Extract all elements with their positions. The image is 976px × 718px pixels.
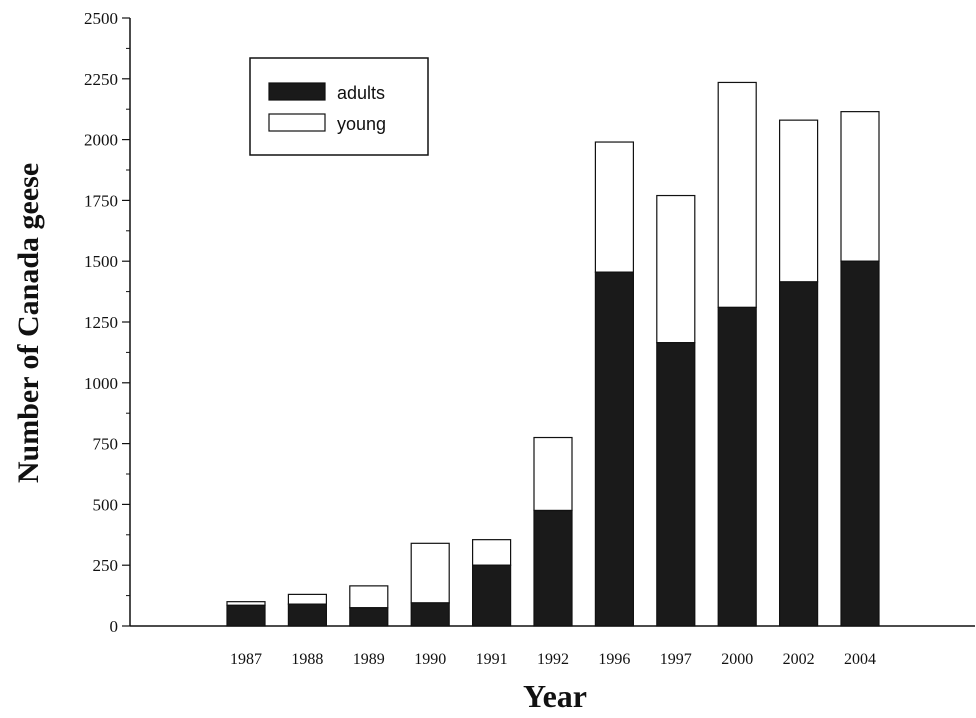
bar-young-1989 [349,585,389,609]
bar-young-1991 [472,539,512,566]
x-tick-label: 1987 [230,651,262,668]
bar-adults-1989 [349,607,389,627]
y-tick-label: 1750 [84,191,118,210]
bar-young-1996 [594,141,635,273]
y-axis-title: Number of Canada geese [12,163,45,483]
x-tick-label: 2000 [721,651,753,668]
legend-label-adults: adults [337,83,385,103]
x-tick-label: 1992 [537,651,569,668]
y-tick-label: 1250 [84,313,118,332]
legend-swatch-young [268,113,326,132]
legend: adults young [249,57,429,156]
y-tick-label: 0 [110,617,119,636]
bar-adults-2002 [778,281,819,627]
bar-adults-1991 [472,564,512,627]
bar-young-1997 [656,194,696,344]
x-axis: 1987 1988 1989 1990 1991 1992 1996 1997 2000 2002… [130,625,975,668]
bar-adults-1997 [656,342,696,627]
x-tick-label: 1991 [476,651,508,668]
legend-box [249,57,429,156]
x-tick-label: 1997 [660,651,692,668]
y-tick-label: 250 [93,556,119,575]
x-tick-label: 1988 [291,651,323,668]
bar-young-1990 [410,542,450,604]
bar-adults-1987 [226,604,266,627]
x-tick-label: 2004 [844,651,876,668]
y-tick-label: 2500 [84,9,118,28]
bar-adults-1996 [594,271,635,627]
y-tick-label: 2250 [84,70,118,89]
legend-label-young: young [337,114,386,134]
x-axis-title: Year [523,678,587,714]
x-tick-label: 1989 [353,651,385,668]
bar-young-1992 [533,436,573,512]
y-tick-label: 1500 [84,252,118,271]
y-tick-label: 1000 [84,374,118,393]
legend-swatch-adults [268,82,326,101]
bar-adults-1990 [410,602,450,627]
y-axis: 0 250 500 750 1000 1250 1500 1750 2000 2250 2500 [84,9,131,636]
x-tick-label: 2002 [783,651,815,668]
x-tick-label: 1990 [414,651,446,668]
bars [226,81,880,627]
bar-adults-1988 [287,603,327,627]
y-tick-label: 500 [93,495,119,514]
y-tick-label: 750 [93,435,119,454]
bar-adults-1992 [533,509,573,627]
bar-young-2004 [840,111,880,262]
bar-young-2002 [778,119,819,283]
bar-young-1988 [287,593,327,605]
bar-young-2000 [717,81,757,309]
y-tick-label: 2000 [84,131,118,150]
bar-adults-2004 [840,260,880,627]
x-tick-label: 1996 [598,651,630,668]
bar-adults-2000 [717,306,757,627]
